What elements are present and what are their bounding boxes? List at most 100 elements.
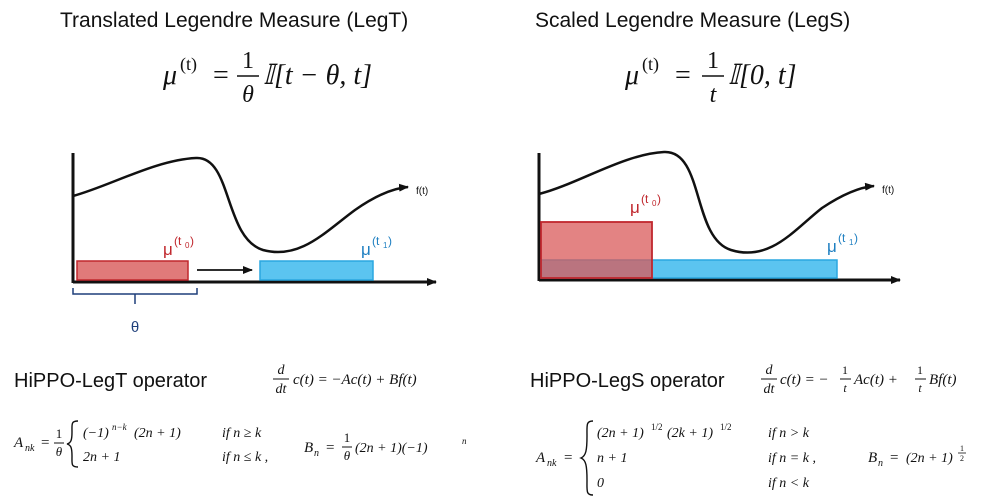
legs-signal-curve <box>538 150 875 254</box>
legt-indicator: 𝕀[t − θ, t] <box>263 60 372 91</box>
svg-text:if n < k: if n < k <box>768 476 810 491</box>
svg-text:1: 1 <box>849 238 854 247</box>
legs-frac-den: t <box>710 82 718 108</box>
legs-mu: μ <box>624 60 639 91</box>
svg-text:2n + 1: 2n + 1 <box>83 450 120 465</box>
svg-text:μ: μ <box>827 237 837 256</box>
svg-text:n−k: n−k <box>112 422 128 432</box>
svg-text:n: n <box>314 448 319 459</box>
legt-ode: d dt c(t) = −Ac(t) + Bf(t) <box>273 363 417 397</box>
svg-text:d: d <box>766 363 774 378</box>
legs-frac-num: 1 <box>707 48 719 74</box>
svg-text:if n = k ,: if n = k , <box>768 451 816 466</box>
svg-text:(2k + 1): (2k + 1) <box>667 426 713 441</box>
legt-frac-num: 1 <box>242 48 254 74</box>
svg-text:if n ≥ k: if n ≥ k <box>222 426 262 441</box>
legt-frac-den: θ <box>242 82 254 108</box>
legt-B-vector: B n = 1 θ (2n + 1)(−1) n <box>304 430 467 463</box>
legt-brace <box>66 420 79 468</box>
svg-text:if n > k: if n > k <box>768 426 810 441</box>
svg-text:c(t) = −Ac(t) + Bf(t): c(t) = −Ac(t) + Bf(t) <box>293 372 417 388</box>
legs-ode: d dt c(t) = − 1 t Ac(t) + 1 t Bf(t) <box>761 363 957 397</box>
svg-text:=: = <box>890 450 898 466</box>
svg-text:): ) <box>190 234 194 248</box>
legt-signal-curve <box>72 156 409 254</box>
legt-measure-formula: μ (t) = 1 θ 𝕀[t − θ, t] <box>162 48 372 108</box>
svg-text:(t: (t <box>641 192 649 206</box>
legs-mu-sup: (t) <box>642 54 659 75</box>
svg-text:(2n + 1)(−1): (2n + 1)(−1) <box>355 441 428 456</box>
svg-text:0: 0 <box>185 241 190 250</box>
legs-mu-t1-label: μ (t 1 ) <box>827 231 858 256</box>
legt-diagram: f(t) μ (t 0 ) μ (t 1 ) θ <box>71 153 437 336</box>
svg-text:1/2: 1/2 <box>651 422 663 432</box>
svg-text:μ: μ <box>630 198 640 217</box>
svg-text:1: 1 <box>344 430 351 445</box>
svg-text:=: = <box>41 435 49 451</box>
legt-window-t1 <box>259 260 374 281</box>
svg-text:n: n <box>462 436 467 446</box>
legs-eq: = <box>675 60 691 91</box>
svg-text:Ac(t) +: Ac(t) + <box>853 372 898 388</box>
svg-text:(t: (t <box>372 234 380 248</box>
svg-text:A: A <box>13 435 24 451</box>
legt-eq: = <box>213 60 229 91</box>
svg-text:1/2: 1/2 <box>720 422 732 432</box>
svg-text:(−1): (−1) <box>83 426 109 441</box>
svg-text:n: n <box>878 458 883 469</box>
svg-text:μ: μ <box>163 240 173 259</box>
svg-text:(2n + 1): (2n + 1) <box>906 451 953 466</box>
svg-text:c(t) = −: c(t) = − <box>780 372 829 388</box>
legt-mu-t0-label: μ (t 0 ) <box>163 234 194 259</box>
svg-text:1: 1 <box>917 363 923 377</box>
svg-text:(t: (t <box>838 231 846 245</box>
svg-text:0: 0 <box>652 199 657 208</box>
legs-brace <box>579 420 594 496</box>
legs-operator-name: HiPPO-LegS operator <box>530 370 725 392</box>
svg-text:=: = <box>564 450 572 466</box>
legs-diagram: f(t) μ (t 0 ) μ (t 1 ) <box>537 150 901 284</box>
legs-title: Scaled Legendre Measure (LegS) <box>535 9 851 32</box>
svg-text:(2n + 1): (2n + 1) <box>597 426 644 441</box>
legs-A-matrix: A nk = (2n + 1) 1/2 (2k + 1) 1/2 if n > … <box>535 420 816 496</box>
svg-text:n + 1: n + 1 <box>597 451 627 466</box>
svg-text:dt: dt <box>276 382 288 397</box>
legs-B-vector: B n = (2n + 1) 1 2 <box>868 444 966 469</box>
svg-text:θ: θ <box>344 448 351 463</box>
svg-text:Bf(t): Bf(t) <box>929 372 957 388</box>
legt-mu-t1-label: μ (t 1 ) <box>361 234 392 259</box>
svg-text:nk: nk <box>25 443 35 454</box>
svg-text:B: B <box>304 440 313 456</box>
legt-theta-label: θ <box>131 319 139 336</box>
svg-text:θ: θ <box>56 444 63 459</box>
legt-mu: μ <box>162 60 177 91</box>
legs-indicator: 𝕀[0, t] <box>728 60 797 91</box>
svg-text:d: d <box>278 363 286 378</box>
legs-measure-formula: μ (t) = 1 t 𝕀[0, t] <box>624 48 797 108</box>
legt-title: Translated Legendre Measure (LegT) <box>60 9 409 32</box>
legt-operator-name: HiPPO-LegT operator <box>14 370 208 392</box>
legs-window-t0 <box>540 221 653 279</box>
legt-A-matrix: A nk = 1 θ (−1) n−k (2n + 1) if n ≥ k 2n… <box>13 420 268 468</box>
legs-mu-t0-label: μ (t 0 ) <box>630 192 661 217</box>
svg-text:dt: dt <box>764 382 776 397</box>
svg-text:nk: nk <box>547 458 557 469</box>
legt-fn-label: f(t) <box>416 186 428 197</box>
svg-text:): ) <box>854 231 858 245</box>
svg-text:μ: μ <box>361 240 371 259</box>
svg-text:t: t <box>918 381 922 395</box>
svg-text:B: B <box>868 450 877 466</box>
svg-text:=: = <box>326 440 334 456</box>
svg-text:): ) <box>388 234 392 248</box>
svg-text:(2n + 1): (2n + 1) <box>134 426 181 441</box>
svg-text:1: 1 <box>960 444 964 453</box>
svg-text:if n ≤ k ,: if n ≤ k , <box>222 450 268 465</box>
svg-text:A: A <box>535 450 546 466</box>
svg-text:1: 1 <box>56 426 63 441</box>
svg-text:1: 1 <box>842 363 848 377</box>
legt-mu-sup: (t) <box>180 54 197 75</box>
legs-fn-label: f(t) <box>882 185 894 196</box>
legt-window-t0 <box>76 260 189 281</box>
svg-text:t: t <box>843 381 847 395</box>
